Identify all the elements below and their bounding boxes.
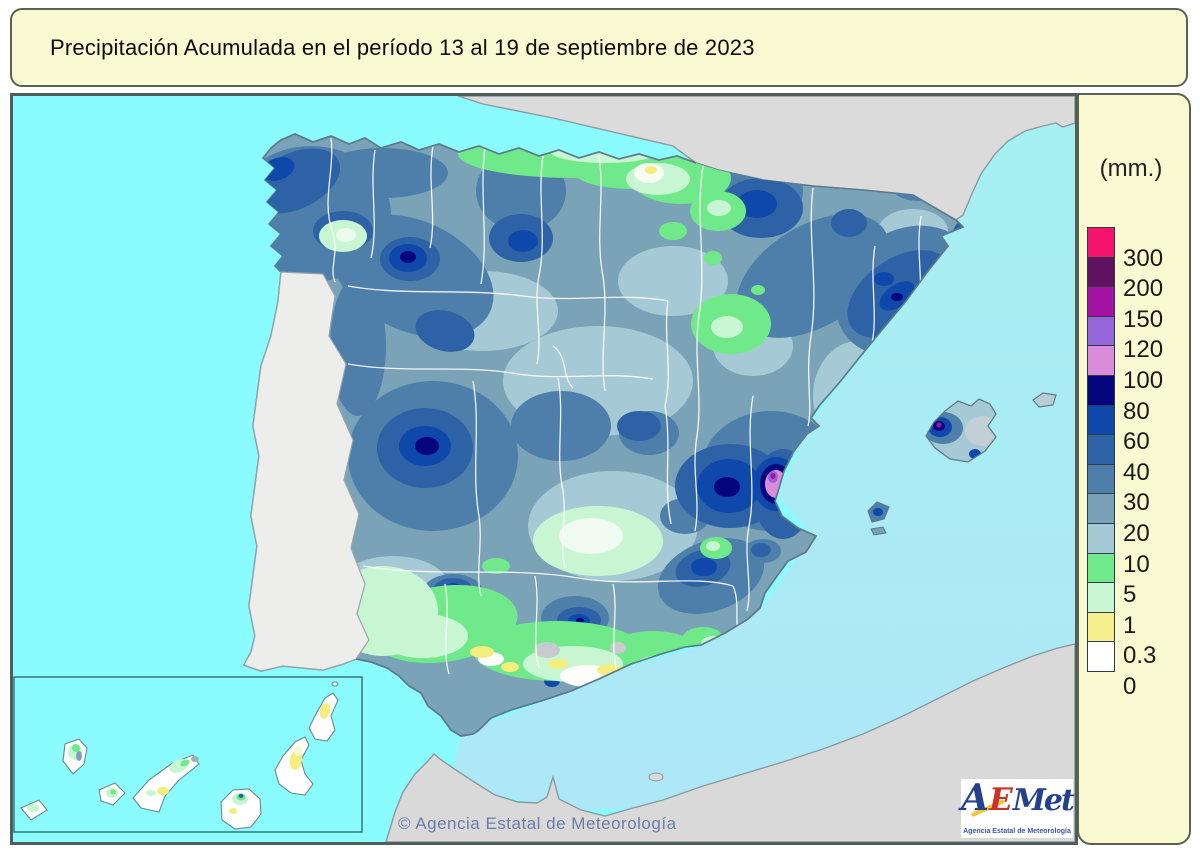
legend-label-1: 1 xyxy=(1123,611,1137,639)
legend-label-150: 150 xyxy=(1123,305,1164,333)
legend-swatch-10 xyxy=(1087,522,1115,554)
legend-swatch-80 xyxy=(1087,374,1115,406)
legend-swatch-5 xyxy=(1087,552,1115,584)
title-bar: Precipitación Acumulada en el período 13… xyxy=(10,8,1188,87)
alboran-islet xyxy=(648,772,664,782)
portugal-land xyxy=(243,271,370,672)
legend-swatch-20 xyxy=(1087,493,1115,524)
africa-land xyxy=(385,643,1075,842)
map-panel xyxy=(10,93,1078,845)
coastline xyxy=(270,133,965,737)
balearic-islands xyxy=(867,392,1057,536)
legend-label-0: 0 xyxy=(1123,673,1137,700)
legend-swatch-120 xyxy=(1087,315,1115,347)
province-borders xyxy=(327,137,922,675)
legend-swatch-200 xyxy=(1087,256,1115,288)
legend-label-60: 60 xyxy=(1123,428,1150,456)
aemet-logo: AEMet Agencia Estatal de Meteorología xyxy=(961,777,1075,838)
legend-swatch-150 xyxy=(1087,286,1115,317)
canary-inset xyxy=(13,676,363,833)
legend-label-200: 200 xyxy=(1123,275,1164,303)
legend-swatch-300 xyxy=(1087,227,1115,258)
legend-label-5: 5 xyxy=(1123,581,1137,609)
map-title: Precipitación Acumulada en el período 13… xyxy=(50,34,755,60)
legend-label-100: 100 xyxy=(1123,367,1164,394)
legend-label-30: 30 xyxy=(1123,489,1150,517)
sea-mediterranean xyxy=(453,123,1075,810)
legend-swatch-1 xyxy=(1087,582,1115,613)
legend-panel: (mm.) 300 200 150 120 100 80 60 40 30 20 10 5 1 0.3 0 xyxy=(1077,93,1191,845)
legend-label-300: 300 xyxy=(1123,244,1164,272)
legend-swatch-0 xyxy=(1087,641,1115,672)
legend-label-120: 120 xyxy=(1123,336,1164,364)
legend-label-80: 80 xyxy=(1123,397,1150,425)
legend-swatch-30 xyxy=(1087,463,1115,495)
france-land xyxy=(457,96,1075,221)
legend-label-0.3: 0.3 xyxy=(1123,642,1157,670)
logo-letters-met: Met xyxy=(1012,783,1075,818)
legend-scale: 300 200 150 120 100 80 60 40 30 20 10 5 1 0.3 0 xyxy=(1087,227,1187,700)
legend-swatch-60 xyxy=(1087,404,1115,436)
legend-label-40: 40 xyxy=(1123,458,1150,486)
copyright-text: © Agencia Estatal de Meteorología xyxy=(398,814,677,833)
logo-subtitle: Agencia Estatal de Meteorología xyxy=(963,828,1071,835)
legend-swatch-40 xyxy=(1087,434,1115,465)
legend-swatch-100 xyxy=(1087,345,1115,376)
precipitation-map xyxy=(13,96,1075,842)
legend-label-10: 10 xyxy=(1123,550,1150,578)
logo-letter-a: A xyxy=(961,777,990,819)
legend-swatch-0.3 xyxy=(1087,611,1115,643)
logo-letter-e: E xyxy=(989,782,1013,818)
legend-unit-label: (mm.) xyxy=(1099,155,1163,182)
legend-label-20: 20 xyxy=(1123,520,1150,547)
